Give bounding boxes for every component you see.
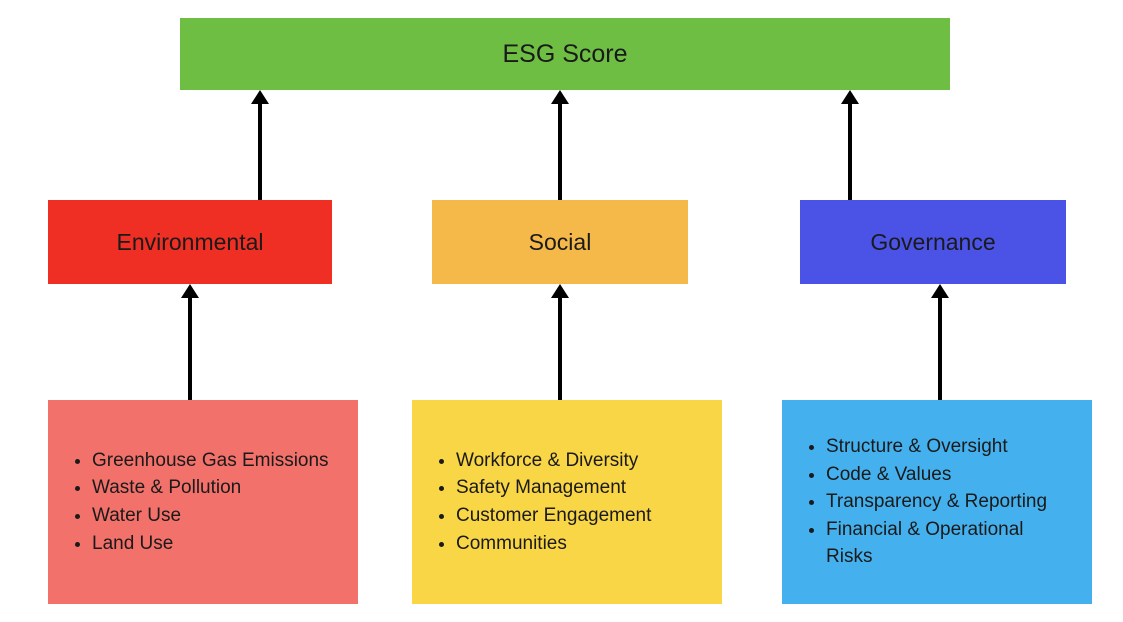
- environmental-label: Environmental: [116, 229, 263, 256]
- list-item: Land Use: [92, 530, 329, 558]
- arrow-icon: [249, 88, 271, 202]
- list-item: Workforce & Diversity: [456, 447, 651, 475]
- esg-score-label: ESG Score: [502, 40, 627, 69]
- list-item: Financial & Operational Risks: [826, 516, 1074, 571]
- list-item: Communities: [456, 530, 651, 558]
- governance-items-list: Structure & Oversight Code & Values Tran…: [800, 433, 1074, 571]
- list-item: Safety Management: [456, 474, 651, 502]
- list-item: Customer Engagement: [456, 502, 651, 530]
- arrow-icon: [549, 88, 571, 202]
- social-box: Social: [432, 200, 688, 284]
- arrow-icon: [549, 282, 571, 402]
- list-item: Waste & Pollution: [92, 474, 329, 502]
- social-label: Social: [529, 229, 592, 256]
- arrow-icon: [839, 88, 861, 202]
- governance-items-box: Structure & Oversight Code & Values Tran…: [782, 400, 1092, 604]
- environmental-items-box: Greenhouse Gas Emissions Waste & Polluti…: [48, 400, 358, 604]
- list-item: Greenhouse Gas Emissions: [92, 447, 329, 475]
- list-item: Water Use: [92, 502, 329, 530]
- governance-label: Governance: [870, 229, 995, 256]
- social-items-list: Workforce & Diversity Safety Management …: [430, 447, 651, 557]
- social-items-box: Workforce & Diversity Safety Management …: [412, 400, 722, 604]
- environmental-items-list: Greenhouse Gas Emissions Waste & Polluti…: [66, 447, 329, 557]
- list-item: Structure & Oversight: [826, 433, 1074, 461]
- governance-box: Governance: [800, 200, 1066, 284]
- esg-score-box: ESG Score: [180, 18, 950, 90]
- arrow-icon: [179, 282, 201, 402]
- list-item: Transparency & Reporting: [826, 488, 1074, 516]
- arrow-icon: [929, 282, 951, 402]
- environmental-box: Environmental: [48, 200, 332, 284]
- list-item: Code & Values: [826, 461, 1074, 489]
